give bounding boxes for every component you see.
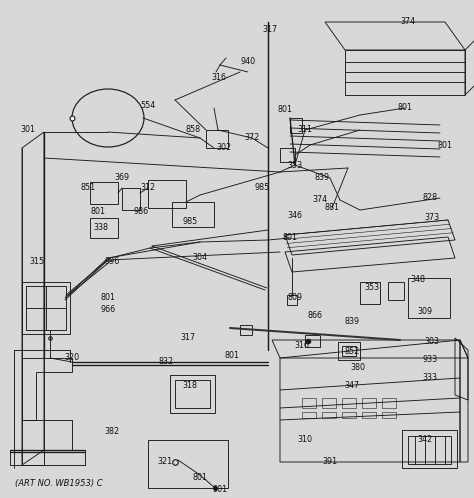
Bar [305,335,320,347]
Bar [148,180,186,208]
Text: 348: 348 [410,275,426,284]
Bar [408,278,450,318]
Bar [148,440,228,488]
Text: 801: 801 [192,474,208,483]
Text: 940: 940 [240,57,255,67]
Text: 986: 986 [134,208,148,217]
Text: 316: 316 [294,341,310,350]
Text: 369: 369 [114,173,129,182]
Text: 801: 801 [91,208,106,217]
Text: 342: 342 [418,435,433,445]
Text: 851: 851 [81,183,96,193]
Text: 881: 881 [325,204,339,213]
Text: 966: 966 [100,305,116,315]
Bar [322,412,336,418]
Text: 347: 347 [345,380,360,389]
Text: 372: 372 [245,132,260,141]
Bar [122,188,140,210]
Text: 801: 801 [100,293,116,302]
Text: 317: 317 [181,334,196,343]
Text: 315: 315 [29,257,45,266]
Text: 318: 318 [182,380,198,389]
Bar [342,412,356,418]
Bar [322,398,336,408]
Bar [302,412,316,418]
Bar [175,380,210,408]
Text: 809: 809 [287,293,302,302]
Text: (ART NO. WB1953) C: (ART NO. WB1953) C [15,479,103,488]
Bar [170,375,215,413]
Bar [22,282,70,334]
Bar [240,325,252,335]
Text: 303: 303 [425,338,439,347]
Text: 391: 391 [322,458,337,467]
Bar [287,295,297,305]
Bar [362,398,376,408]
Bar [338,342,360,360]
Text: 382: 382 [104,427,119,437]
Text: 901: 901 [212,486,228,495]
Bar [362,412,376,418]
Text: 852: 852 [345,348,360,357]
Text: 996: 996 [104,257,119,266]
Text: 310: 310 [298,435,312,445]
Text: 801: 801 [438,140,453,149]
Text: 304: 304 [192,253,208,262]
Bar [206,130,228,148]
Bar [90,218,118,238]
Text: 301: 301 [20,125,36,134]
Bar [408,436,451,464]
Text: 333: 333 [422,374,438,382]
Text: 832: 832 [158,358,173,367]
Text: 554: 554 [140,101,155,110]
Bar [382,412,396,418]
Text: 801: 801 [398,104,412,113]
Bar [382,398,396,408]
Bar [302,398,316,408]
Text: 311: 311 [298,125,312,134]
Text: 828: 828 [422,194,438,203]
Bar [280,148,295,162]
Text: 380: 380 [350,364,365,373]
Bar [172,202,214,227]
Text: 309: 309 [418,307,433,317]
Text: 858: 858 [185,125,201,134]
Text: 985: 985 [182,218,198,227]
Bar [26,286,66,330]
Text: 321: 321 [157,458,173,467]
Text: 374: 374 [312,196,328,205]
Text: 302: 302 [217,143,232,152]
Text: 316: 316 [211,73,227,82]
Text: 353: 353 [365,283,380,292]
Text: 839: 839 [345,318,360,327]
Text: 839: 839 [314,173,329,182]
Bar [342,346,356,356]
Text: 374: 374 [401,17,416,26]
Text: 801: 801 [277,106,292,115]
Text: 985: 985 [255,183,270,193]
Text: 801: 801 [283,234,298,243]
Bar [388,282,404,300]
Text: 801: 801 [225,351,239,360]
Text: 353: 353 [287,160,302,169]
Text: 373: 373 [424,214,439,223]
Text: 312: 312 [140,183,155,193]
Text: 338: 338 [93,224,109,233]
Text: 320: 320 [64,354,80,363]
Text: 346: 346 [288,211,302,220]
Bar [290,118,302,133]
Bar [90,182,118,204]
Text: 317: 317 [263,25,278,34]
Bar [360,282,380,304]
Bar [342,398,356,408]
Text: 933: 933 [422,356,438,365]
Bar [402,430,457,468]
Text: 866: 866 [308,310,322,320]
